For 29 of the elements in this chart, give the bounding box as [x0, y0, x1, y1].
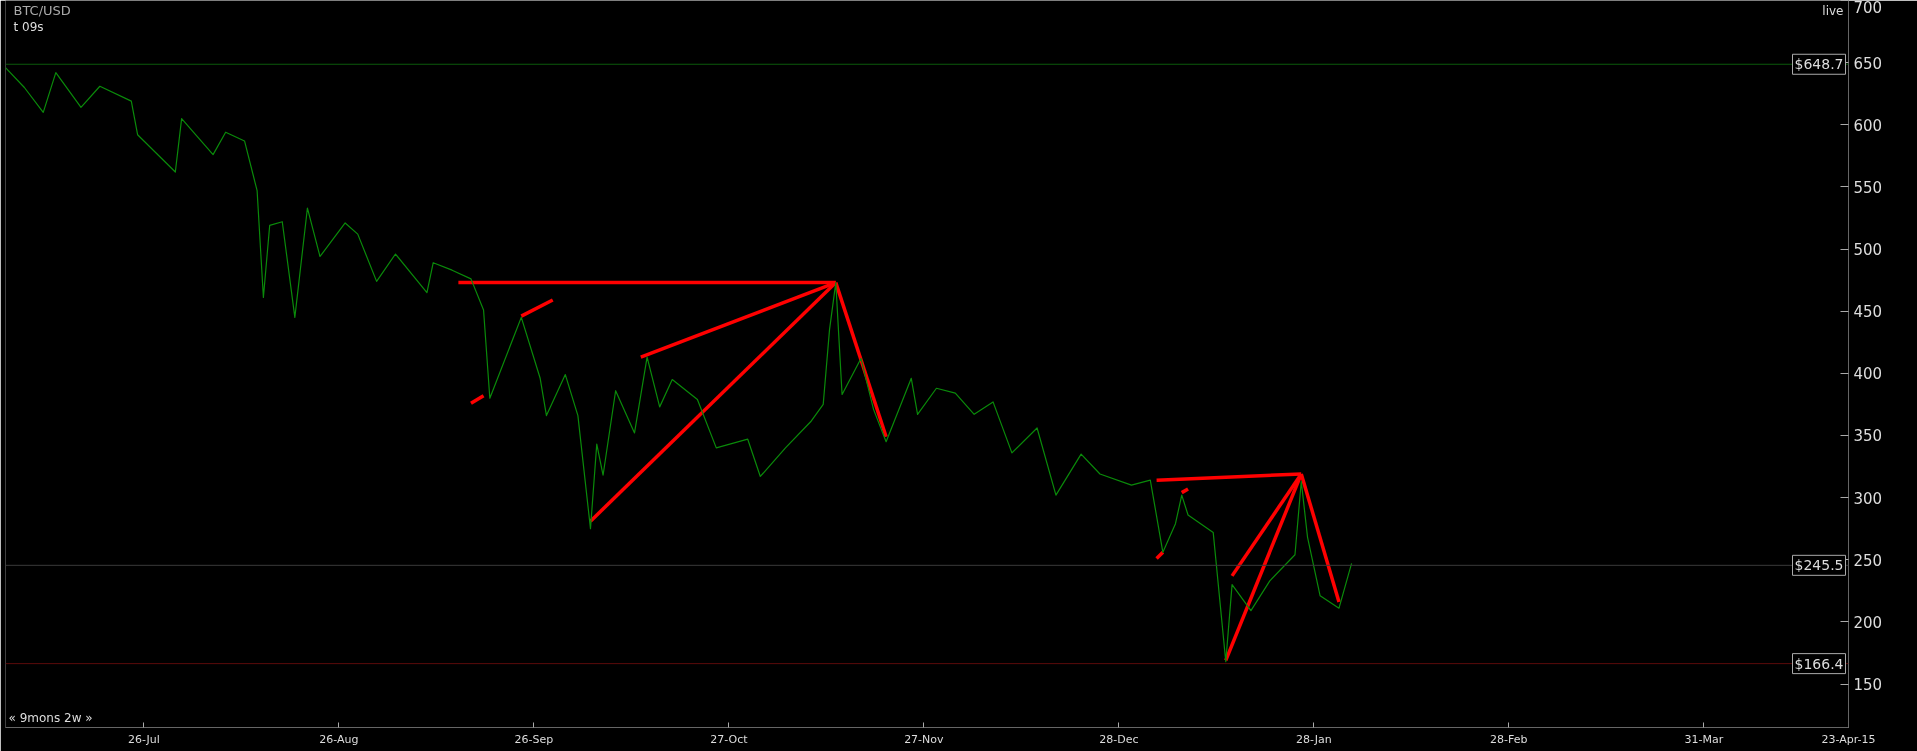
y-tick-label: 550	[1853, 178, 1883, 197]
y-tick-label: 600	[1853, 116, 1883, 135]
y-tick-label: 350	[1853, 427, 1883, 446]
annotation: t 09s	[13, 19, 44, 34]
y-tick-label: 450	[1853, 303, 1883, 322]
y-tick-label: 300	[1853, 489, 1883, 508]
ref-line-label: $166.4	[1794, 655, 1844, 672]
y-tick-label: 400	[1853, 365, 1883, 384]
x-tick-label: 26-Jul	[127, 732, 160, 746]
y-tick-label: 650	[1853, 54, 1883, 73]
x-tick-label: 31-Mar	[1684, 732, 1724, 746]
ref-line-label: $648.7	[1794, 56, 1844, 73]
x-tick-label: 27-Nov	[904, 732, 945, 746]
y-tick-label: 250	[1853, 551, 1883, 570]
y-tick-label: 200	[1853, 613, 1883, 632]
y-tick-label: 150	[1853, 676, 1883, 694]
chart-title: BTC/USD	[13, 2, 71, 18]
y-tick-label: 500	[1853, 241, 1883, 260]
annotation: live	[1822, 3, 1844, 18]
x-tick-label: 23-Apr-15	[1821, 732, 1876, 746]
annotation: « 9mons 2w »	[8, 710, 93, 725]
x-tick-label: 27-Oct	[710, 732, 749, 746]
ref-line-label: $245.5	[1794, 557, 1844, 574]
x-tick-label: 28-Jan	[1296, 732, 1332, 746]
x-tick-label: 26-Aug	[319, 732, 359, 746]
x-tick-label: 26-Sep	[514, 732, 554, 746]
y-tick-label: 700	[1853, 0, 1883, 17]
x-tick-label: 28-Dec	[1099, 732, 1139, 746]
x-tick-label: 28-Feb	[1490, 732, 1528, 746]
